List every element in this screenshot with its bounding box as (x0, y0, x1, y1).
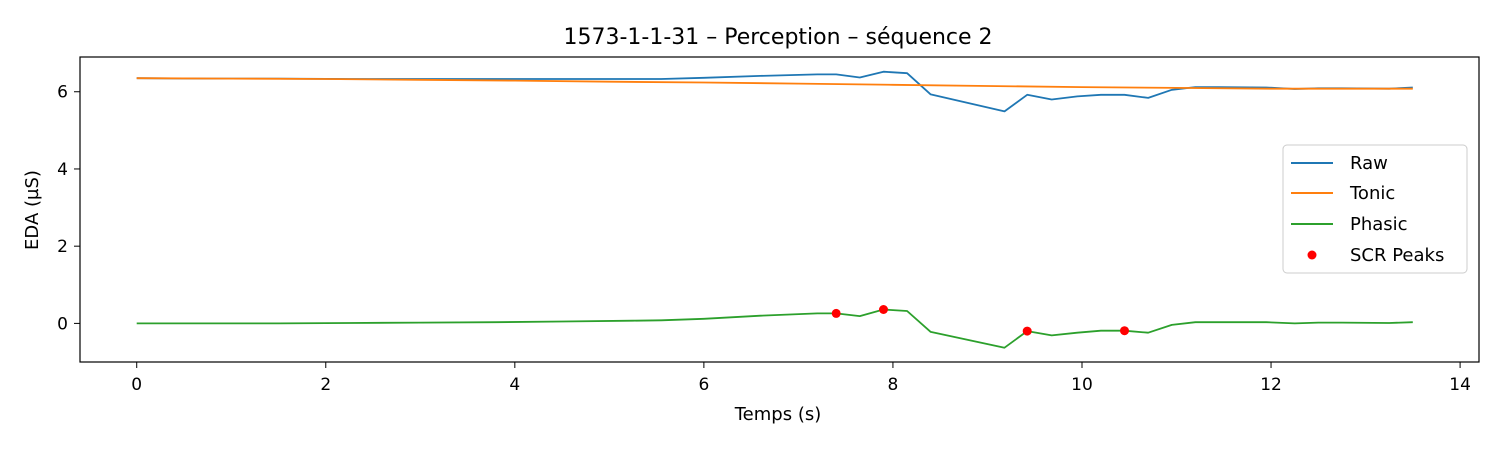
plot-area (80, 57, 1479, 362)
x-tick-label: 6 (698, 375, 709, 395)
series-layer (136, 70, 1413, 349)
legend-label-raw: Raw (1350, 153, 1388, 174)
legend-label-tonic: Tonic (1349, 183, 1395, 204)
scr-peak-point (831, 308, 841, 318)
plot-frame (79, 56, 1480, 363)
x-tick-label: 14 (1449, 375, 1471, 395)
y-tick-label: 0 (57, 314, 68, 334)
scr-peak-point (1120, 326, 1129, 336)
scr-peak-point (879, 305, 888, 314)
chart-title: 1573-1-1-31 – Perception – séquence 2 (563, 25, 992, 50)
legend-label-scr-peaks: SCR Peaks (1350, 245, 1444, 266)
series-line-raw (136, 70, 1413, 113)
series-line-phasic (136, 308, 1413, 349)
x-tick-label: 12 (1260, 375, 1282, 395)
x-tick-label: 0 (131, 375, 142, 395)
series-line-tonic (136, 77, 1413, 90)
legend-box (1282, 144, 1468, 274)
y-tick-label: 4 (57, 160, 68, 180)
scr-peaks-layer (831, 305, 1129, 336)
y-tick-label: 2 (57, 237, 68, 257)
x-tick-label: 4 (509, 375, 520, 395)
x-tick-label: 8 (888, 375, 899, 395)
x-axis-label: Temps (s) (734, 404, 822, 425)
x-axis-ticks: 0 2 4 6 8 10 12 14 (131, 362, 1471, 395)
y-axis-ticks: 0 2 4 6 (57, 83, 80, 334)
y-axis-label: EDA (µS) (22, 170, 43, 250)
scr-peak-point (1022, 326, 1032, 336)
y-tick-label: 6 (57, 83, 68, 103)
legend: Raw Tonic Phasic SCR Peaks (1282, 144, 1468, 274)
x-tick-label: 10 (1071, 375, 1093, 395)
x-tick-label: 2 (320, 375, 331, 395)
legend-label-phasic: Phasic (1350, 214, 1408, 235)
legend-swatch-scr-peaks (1307, 250, 1317, 260)
